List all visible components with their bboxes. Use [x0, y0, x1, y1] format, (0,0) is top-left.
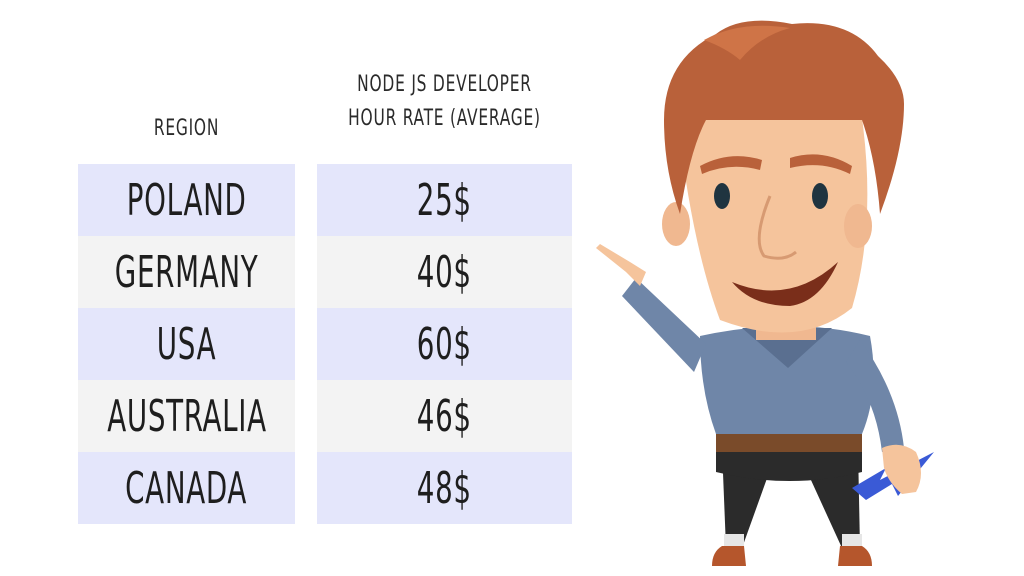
rate-value: 60$: [417, 318, 472, 370]
hair-highlight: [704, 25, 790, 60]
rate-value: 40$: [417, 246, 472, 298]
region-cell: USA: [78, 308, 295, 380]
left-ear: [662, 202, 690, 246]
region-label: GERMANY: [114, 246, 259, 298]
hips: [716, 448, 862, 481]
rate-cell: 46$: [317, 380, 572, 452]
pointing-hand: [596, 244, 646, 286]
region-header: REGION: [153, 116, 220, 141]
right-sock: [842, 534, 862, 546]
holding-hand: [882, 444, 921, 494]
region-column: POLAND GERMANY USA AUSTRALIA CANADA: [78, 164, 295, 524]
region-cell: GERMANY: [78, 236, 295, 308]
rate-cell: 40$: [317, 236, 572, 308]
right-shoe: [838, 546, 872, 566]
rate-value: 25$: [417, 174, 472, 226]
rate-header: NODE JS DEVELOPER HOUR RATE (AVERAGE): [345, 68, 544, 136]
smile: [732, 262, 838, 306]
shirt: [700, 326, 874, 434]
left-shoe: [712, 546, 746, 566]
nose: [757, 195, 797, 260]
rate-cell: 60$: [317, 308, 572, 380]
rate-header-line2: HOUR RATE (AVERAGE): [348, 106, 541, 131]
region-label: AUSTRALIA: [106, 390, 267, 442]
region-cell: AUSTRALIA: [78, 380, 295, 452]
hair: [664, 20, 904, 214]
lowered-arm: [846, 340, 904, 452]
rate-value: 48$: [417, 462, 472, 514]
right-eyebrow: [790, 154, 852, 174]
left-sock: [724, 534, 744, 546]
region-label: POLAND: [126, 174, 247, 226]
left-eye: [714, 183, 730, 209]
right-eye: [812, 183, 828, 209]
region-cell: POLAND: [78, 164, 295, 236]
region-label: USA: [156, 318, 217, 370]
cartoon-man-illustration: [596, 20, 934, 566]
right-ear: [844, 204, 872, 248]
rate-header-line1: NODE JS DEVELOPER: [357, 72, 532, 97]
pointing-arm: [622, 278, 706, 372]
rate-value: 46$: [417, 390, 472, 442]
rate-cell: 48$: [317, 452, 572, 524]
belt: [716, 432, 862, 452]
rate-cell: 25$: [317, 164, 572, 236]
left-eyebrow: [700, 156, 762, 174]
region-cell: CANADA: [78, 452, 295, 524]
region-label: CANADA: [125, 462, 248, 514]
rate-column: 25$ 40$ 60$ 46$ 48$: [317, 164, 572, 524]
